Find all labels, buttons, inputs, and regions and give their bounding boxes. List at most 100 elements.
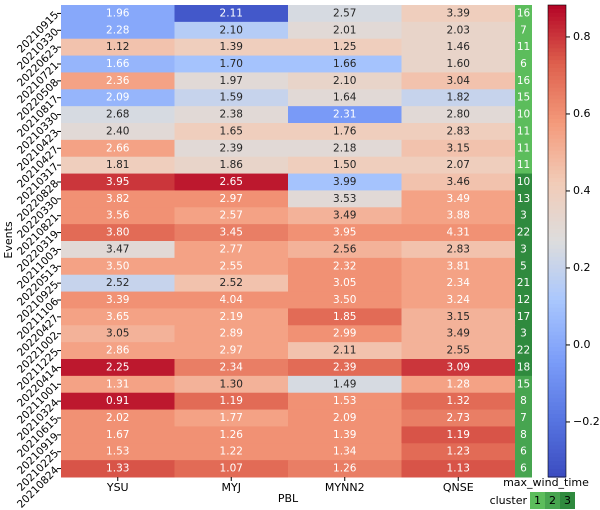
cluster-cell [515, 443, 532, 461]
cell-annotation: 2.89 [220, 328, 243, 340]
colorbar-segment [548, 315, 566, 321]
legend-swatch [545, 492, 560, 509]
cell-annotation: 2.57 [333, 7, 356, 19]
heatmap-cell [174, 241, 289, 259]
heatmap-cell [401, 241, 516, 259]
heatmap-cell [288, 123, 402, 141]
heatmap-cell [401, 38, 516, 57]
cell-annotation: 1.25 [333, 41, 356, 53]
colorbar-segment [548, 241, 566, 246]
heatmap-cell [288, 106, 402, 124]
cluster-cell [515, 241, 532, 259]
cluster-cell [515, 409, 532, 427]
heatmap-cell [174, 5, 289, 23]
heatmap-cell [174, 139, 289, 158]
colorbar-segment [548, 5, 566, 10]
heatmap-cell [288, 291, 402, 309]
colorbar-segment [548, 142, 566, 148]
colorbar-segment [548, 185, 566, 191]
cell-annotation: 1.77 [220, 412, 243, 424]
x-axis-label: PBL [278, 492, 299, 505]
heatmap-cell [61, 274, 175, 293]
colorbar-segment [548, 166, 566, 171]
colorbar-segment [548, 410, 566, 415]
cell-annotation: 2.38 [220, 109, 243, 121]
cell-annotation: 4.31 [447, 227, 470, 239]
heatmap-cell [61, 409, 175, 427]
colorbar-segment [548, 174, 566, 179]
colorbar-segment [548, 366, 566, 372]
heatmap-cell [61, 139, 175, 158]
cell-annotation: 3.09 [447, 361, 470, 373]
heatmap-cell [288, 460, 402, 478]
cell-annotation: 2.02 [106, 412, 129, 424]
heatmap-cell [401, 460, 516, 478]
heatmap-cell [174, 190, 289, 208]
cell-annotation: 1.30 [220, 378, 243, 390]
cell-annotation: 1.23 [447, 446, 470, 458]
max-wind-time: 21 [517, 277, 530, 289]
colorbar-segment [548, 300, 566, 305]
cell-annotation: 1.67 [106, 429, 129, 441]
max-wind-time: 8 [520, 429, 527, 441]
cluster-cell [515, 257, 532, 276]
cell-annotation: 3.39 [447, 7, 470, 19]
cell-annotation: 3.95 [106, 176, 129, 188]
colorbar-segment [548, 284, 566, 289]
colorbar-segment [548, 111, 566, 116]
heatmap-cell [174, 21, 289, 40]
cell-annotation: 3.46 [447, 176, 471, 188]
cell-annotation: 1.26 [333, 463, 357, 475]
legend-swatch [560, 492, 575, 509]
cell-annotation: 1.53 [106, 446, 129, 458]
colorbar-segment [548, 205, 566, 211]
cell-annotation: 2.52 [220, 277, 243, 289]
cell-annotation: 2.31 [333, 109, 356, 121]
cluster-cell [515, 123, 532, 141]
colorbar-segment [548, 331, 566, 336]
colorbar-segment [548, 107, 566, 112]
heatmap-cell [174, 308, 289, 326]
heatmap-cell [174, 291, 289, 309]
heatmap-cell [401, 139, 516, 158]
cell-annotation: 2.11 [333, 345, 356, 357]
heatmap-cell [174, 257, 289, 276]
cell-annotation: 2.65 [220, 176, 243, 188]
x-tick-label: YSU [106, 481, 129, 494]
legend-swatch [530, 492, 545, 509]
cell-annotation: 1.85 [333, 311, 356, 323]
heatmap-cell [61, 38, 175, 57]
heatmap-cell [288, 409, 402, 427]
heatmap-cell [288, 173, 402, 191]
cell-annotation: 3.47 [106, 243, 129, 255]
max-wind-time: 7 [520, 24, 527, 36]
colorbar-segment [548, 138, 566, 144]
colorbar-segment [548, 75, 566, 81]
colorbar-segment [548, 335, 566, 340]
max-wind-time: 3 [520, 328, 527, 340]
heatmap-cell [61, 460, 175, 478]
cell-annotation: 1.39 [220, 41, 243, 53]
colorbar-tick-label: 0.4 [573, 184, 591, 197]
heatmap-cell [401, 426, 516, 444]
heatmap-cell [174, 274, 289, 293]
cell-annotation: 2.55 [220, 260, 243, 272]
colorbar-segment [548, 469, 566, 474]
colorbar-segment [548, 398, 566, 403]
cell-annotation: 2.83 [447, 125, 470, 137]
colorbar-segment [548, 32, 566, 38]
colorbar-segment [548, 52, 566, 57]
cluster-cell [515, 291, 532, 309]
x-tick-label: QNSE [443, 481, 474, 494]
cell-annotation: 3.82 [106, 193, 129, 205]
max-wind-time: 22 [517, 345, 530, 357]
colorbar-segment [548, 225, 566, 230]
cell-annotation: 3.99 [333, 176, 356, 188]
colorbar-segment [548, 126, 566, 132]
cell-annotation: 2.19 [220, 311, 243, 323]
max-wind-time: 11 [517, 142, 530, 154]
heatmap-cell [401, 342, 516, 360]
colorbar-segment [548, 91, 566, 97]
colorbar-segment [548, 48, 566, 53]
cell-annotation: 1.53 [333, 395, 356, 407]
